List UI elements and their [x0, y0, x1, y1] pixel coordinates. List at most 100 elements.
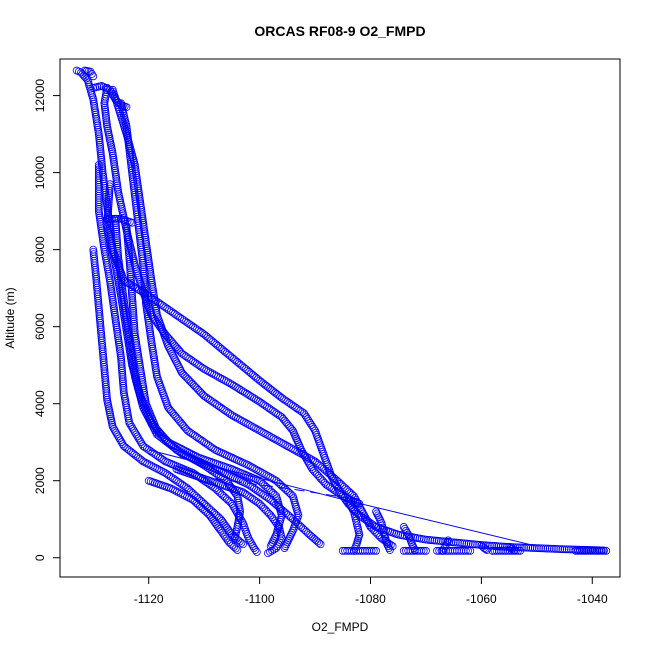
- data-point: [126, 274, 135, 283]
- data-point: [297, 446, 306, 454]
- data-point: [291, 446, 300, 455]
- data-point: [248, 463, 257, 472]
- data-point: [112, 234, 121, 242]
- data-point: [385, 544, 393, 553]
- data-point: [229, 412, 238, 421]
- data-point: [262, 471, 271, 480]
- data-point: [118, 373, 127, 381]
- data-point: [456, 539, 464, 547]
- data-point: [127, 281, 136, 290]
- data-point: [125, 253, 134, 262]
- data-point: [307, 420, 316, 429]
- data-point: [176, 365, 184, 373]
- data-point: [172, 446, 181, 454]
- data-point: [337, 490, 345, 499]
- data-point: [297, 449, 306, 458]
- data-point: [582, 546, 591, 555]
- data-point: [276, 536, 285, 545]
- data-point: [253, 425, 262, 434]
- data-point: [490, 546, 499, 555]
- data-point: [179, 490, 187, 499]
- data-point: [145, 460, 154, 469]
- data-point: [118, 375, 127, 384]
- data-point: [277, 438, 286, 447]
- data-point: [571, 546, 580, 555]
- data-point: [597, 546, 606, 555]
- y-tick-label: 10000: [33, 156, 47, 190]
- data-point: [119, 381, 128, 390]
- connecting-line-layer: [148, 449, 537, 547]
- data-point: [591, 546, 600, 555]
- data-point: [252, 548, 261, 556]
- data-point: [129, 304, 137, 313]
- data-point: [384, 542, 392, 551]
- data-point: [451, 538, 460, 547]
- data-point: [235, 415, 244, 424]
- data-point: [95, 140, 104, 149]
- data-point: [135, 436, 144, 445]
- data-point: [125, 419, 134, 427]
- data-point: [441, 542, 450, 551]
- data-point: [273, 436, 282, 445]
- data-point: [400, 524, 409, 533]
- data-point: [140, 271, 148, 280]
- data-point: [303, 415, 312, 423]
- data-point: [112, 227, 121, 236]
- data-point: [183, 492, 191, 501]
- data-point: [136, 438, 145, 447]
- data-point: [116, 436, 125, 445]
- data-point: [530, 544, 539, 552]
- data-point: [125, 249, 133, 257]
- data-point: [212, 371, 220, 380]
- data-point: [535, 544, 543, 553]
- data-point: [128, 302, 137, 311]
- data-point: [261, 430, 270, 438]
- data-point: [127, 287, 136, 296]
- data-point: [218, 528, 227, 537]
- data-point: [239, 540, 247, 549]
- data-point: [260, 470, 269, 479]
- data-point: [110, 426, 119, 435]
- data-point: [109, 424, 118, 433]
- data-point: [86, 67, 95, 76]
- data-point: [206, 368, 214, 377]
- data-point: [267, 433, 276, 442]
- x-axis-label: O2_FMPD: [312, 620, 369, 634]
- data-point: [128, 300, 137, 309]
- data-point: [461, 546, 470, 555]
- data-point: [126, 420, 135, 429]
- data-point: [140, 273, 148, 282]
- data-point: [558, 545, 567, 554]
- data-point: [127, 276, 135, 285]
- data-point: [218, 375, 226, 383]
- data-point: [426, 536, 435, 544]
- data-point: [175, 488, 183, 497]
- data-point: [216, 526, 225, 535]
- data-point: [237, 538, 246, 547]
- data-point: [388, 542, 397, 551]
- data-point: [589, 546, 597, 555]
- data-point: [488, 541, 496, 550]
- data-point: [141, 286, 149, 295]
- data-point: [127, 422, 136, 431]
- data-point: [96, 143, 105, 151]
- data-point: [270, 545, 279, 554]
- data-point: [140, 278, 149, 287]
- data-point: [428, 536, 437, 545]
- data-point: [108, 89, 117, 98]
- x-axis: -1120 -1100 -1080 -1060 -1040: [134, 576, 608, 606]
- data-point: [562, 545, 571, 554]
- data-point: [249, 542, 257, 551]
- data-point: [268, 546, 276, 555]
- data-point: [95, 138, 104, 147]
- data-point: [149, 462, 158, 471]
- data-point: [226, 379, 234, 388]
- data-point: [231, 413, 240, 422]
- data-point: [112, 428, 120, 437]
- data-point: [141, 295, 150, 304]
- data-point: [483, 546, 491, 554]
- data-point: [230, 503, 238, 512]
- data-point: [299, 450, 308, 459]
- data-point: [543, 544, 552, 553]
- data-point: [492, 546, 501, 555]
